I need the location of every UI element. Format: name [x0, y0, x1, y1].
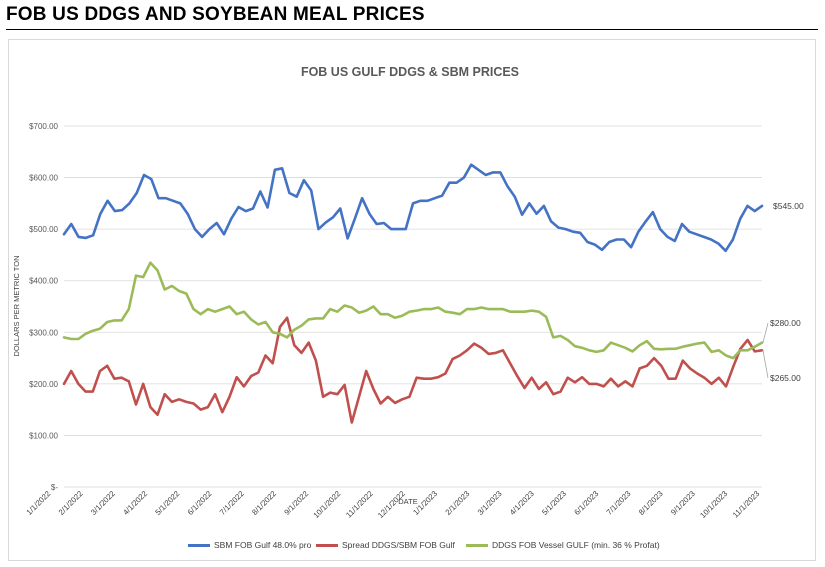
x-tick-label: 1/1/2022 [25, 489, 53, 517]
y-tick-label: $700.00 [29, 122, 58, 131]
y-axis-ticks: $- $100.00 $200.00 $300.00 $400.00 $500.00 $60… [29, 122, 58, 492]
x-axis-ticks: 1/1/2022 2/1/2022 3/1/2022 4/1/2022 5/1/2022… [25, 489, 762, 520]
x-tick-label: 3/1/2023 [476, 489, 504, 517]
x-tick-label: 9/1/2022 [282, 489, 310, 517]
legend-item-spread: Spread DDGS/SBM FOB Gulf [316, 540, 455, 550]
y-tick-label: $100.00 [29, 431, 58, 440]
title-divider [6, 29, 818, 30]
x-tick-label: 5/1/2023 [540, 489, 568, 517]
legend-swatch-ddgs [466, 543, 488, 547]
series-end-label-2: $280.00 [770, 318, 801, 328]
y-tick-label: $- [51, 483, 58, 492]
x-tick-label: 9/1/2023 [669, 489, 697, 517]
x-tick-label: 11/1/2023 [731, 489, 761, 519]
x-tick-label: 10/1/2023 [698, 489, 729, 520]
chart-legend: SBM FOB Gulf 48.0% pro Spread DDGS/SBM F… [0, 540, 825, 558]
series-lines [62, 163, 764, 424]
x-axis-title: DATE [398, 497, 417, 506]
x-tick-label: 2/1/2022 [57, 489, 85, 517]
y-axis-title: DOLLARS PER METRIC TON [12, 256, 21, 357]
legend-item-sbm: SBM FOB Gulf 48.0% pro [188, 540, 311, 550]
legend-label-sbm: SBM FOB Gulf 48.0% pro [214, 540, 312, 550]
y-tick-label: $300.00 [29, 328, 58, 337]
legend-swatch-sbm [188, 543, 210, 547]
series-line-0 [62, 163, 764, 253]
y-tick-label: $600.00 [29, 174, 58, 183]
x-tick-label: 8/1/2023 [637, 489, 665, 517]
x-tick-label: 2/1/2023 [444, 489, 472, 517]
x-tick-label: 11/1/2022 [344, 489, 374, 519]
x-tick-label: 4/1/2022 [121, 489, 149, 517]
label-leader-line [762, 350, 769, 379]
x-tick-label: 6/1/2023 [572, 489, 600, 517]
chart-title: FOB US GULF DDGS & SBM PRICES [301, 65, 519, 79]
page-title: FOB US DDGS AND SOYBEAN MEAL PRICES [6, 4, 425, 25]
series-end-label-0: $545.00 [773, 201, 804, 211]
y-tick-label: $200.00 [29, 380, 58, 389]
x-tick-label: 8/1/2022 [250, 489, 278, 517]
label-leader-line [762, 322, 769, 343]
series-end-label-1: $265.00 [770, 373, 801, 383]
x-tick-label: 7/1/2023 [605, 489, 633, 517]
gridlines [64, 125, 762, 488]
series-line-1 [62, 316, 764, 424]
x-tick-label: 6/1/2022 [186, 489, 214, 517]
x-tick-label: 10/1/2022 [312, 489, 343, 520]
end-labels: $545.00 $265.00 $280.00 [762, 201, 804, 383]
legend-swatch-spread [316, 543, 338, 547]
x-tick-label: 5/1/2022 [153, 489, 181, 517]
legend-label-spread: Spread DDGS/SBM FOB Gulf [342, 540, 455, 550]
y-tick-label: $400.00 [29, 277, 58, 286]
legend-item-ddgs: DDGS FOB Vessel GULF (min. 36 % Profat) [466, 540, 660, 550]
legend-label-ddgs: DDGS FOB Vessel GULF (min. 36 % Profat) [492, 540, 660, 550]
chart-frame [8, 39, 816, 561]
y-tick-label: $500.00 [29, 225, 58, 234]
x-tick-label: 7/1/2022 [218, 489, 246, 517]
x-tick-label: 4/1/2023 [508, 489, 536, 517]
series-line-2 [62, 261, 764, 360]
x-tick-label: 3/1/2022 [89, 489, 117, 517]
